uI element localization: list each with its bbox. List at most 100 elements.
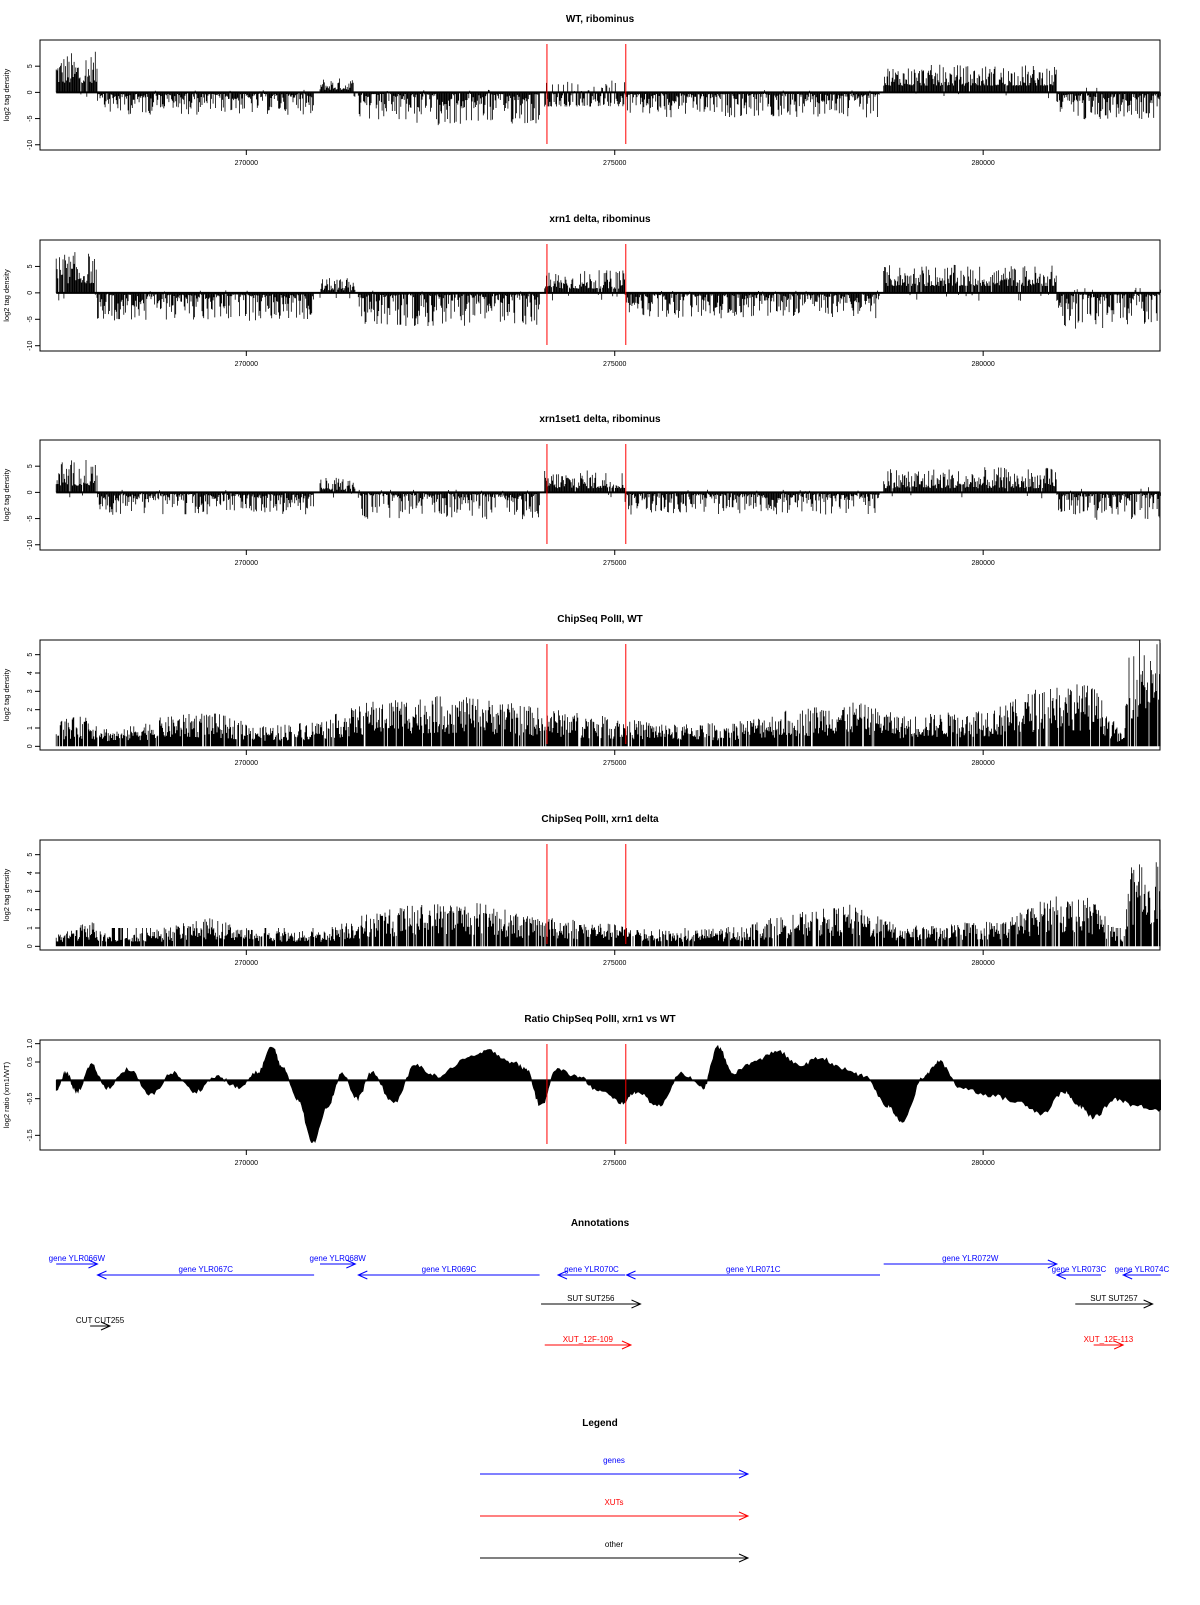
y-axis: 0 1 2 3 4 5 log2 tag density	[2, 853, 40, 948]
data-segment-6	[624, 489, 880, 515]
signal-bars	[319, 278, 356, 299]
y-tick-label: 2	[27, 908, 34, 912]
legend-panel: Legend genes XUTs other	[480, 1418, 750, 1563]
annotation-1: gene YLR066W	[49, 1254, 105, 1269]
data-marks	[55, 252, 1161, 329]
y-tick-label: -5	[27, 316, 34, 322]
signal-bars	[544, 470, 625, 498]
data-segment-1	[55, 51, 98, 97]
panel-2: xrn1 delta, ribominus -10 -5 0 5 log2 tag den…	[2, 214, 1161, 368]
signal-bars	[544, 270, 625, 301]
y-tick-label: -10	[27, 341, 34, 351]
signal-bars	[357, 489, 540, 520]
annotation-5: gene YLR070C	[556, 1265, 626, 1280]
data-segment-6	[624, 290, 880, 319]
legend-title: Legend	[582, 1418, 618, 1429]
panel-5: ChipSeq PolII, xrn1 delta 0 1 2 3 4 5 log2 tag …	[2, 814, 1161, 967]
data-segment-6	[624, 90, 880, 118]
y-tick-label: 1	[27, 726, 34, 730]
arrow-head	[1113, 1340, 1125, 1350]
x-tick-label: 270000	[235, 560, 258, 567]
panel-title: xrn1 delta, ribominus	[549, 214, 651, 225]
signal-bars	[1056, 287, 1161, 329]
data-segment-2	[97, 89, 314, 115]
y-tick-label: 0	[27, 744, 34, 748]
y-axis: -10 -5 0 5 log2 tag density	[2, 64, 40, 150]
y-tick-label: -10	[27, 140, 34, 150]
legend-entry-genes: genes	[480, 1456, 750, 1479]
x-tick-label: 280000	[971, 361, 994, 368]
signal-bars	[55, 640, 1161, 747]
data-segment-8	[1056, 87, 1161, 120]
annotation-8: gene YLR073C	[1052, 1265, 1107, 1280]
data-segment-7	[883, 467, 1057, 499]
y-axis: -10 -5 0 5 log2 tag density	[2, 464, 40, 550]
y-tick-label: 3	[27, 689, 34, 693]
y-axis-label: log2 tag density	[2, 68, 11, 121]
signal-bars	[55, 460, 98, 498]
arrow-head	[1055, 1270, 1067, 1280]
x-tick-label: 275000	[603, 361, 626, 368]
panel-4: ChipSeq PolII, WT 0 1 2 3 4 5 log2 tag density 2…	[2, 614, 1161, 767]
signal-bars	[55, 862, 1161, 947]
legend-label: other	[605, 1540, 624, 1549]
y-tick-label: -0.5	[27, 1093, 34, 1105]
y-axis-label: log2 tag density	[2, 468, 11, 521]
x-tick-label: 270000	[235, 361, 258, 368]
x-tick-label: 270000	[235, 760, 258, 767]
data-segment-2	[97, 290, 314, 321]
signal-bars	[319, 477, 356, 498]
panel-title: ChipSeq PolII, WT	[557, 614, 643, 625]
annotation-label: gene YLR073C	[1052, 1265, 1107, 1274]
ratio-area	[55, 1044, 1161, 1144]
arrow-head	[631, 1299, 642, 1309]
x-tick-label: 275000	[603, 960, 626, 967]
annotation-4: gene YLR069C	[357, 1265, 540, 1280]
signal-bars	[357, 89, 540, 126]
signal-bars	[55, 51, 98, 97]
plot-frame	[39, 839, 1161, 951]
x-tick-label: 280000	[971, 560, 994, 567]
plot-frame	[39, 239, 1161, 352]
panel-title: ChipSeq PolII, xrn1 delta	[541, 814, 659, 825]
signal-bars	[883, 64, 1057, 99]
annotation-label: SUT SUT256	[567, 1294, 615, 1303]
x-tick-label: 280000	[971, 760, 994, 767]
panel-title: Ratio ChipSeq PolII, xrn1 vs WT	[524, 1014, 675, 1025]
signal-bars	[544, 80, 625, 107]
data-segment-3	[319, 78, 356, 97]
annotation-2: gene YLR067C	[96, 1265, 315, 1280]
data-segment-5	[544, 80, 625, 107]
annotation-14: XUT_12F-113	[1084, 1335, 1134, 1350]
x-tick-label: 275000	[603, 1160, 626, 1167]
arrow-head	[625, 1270, 636, 1280]
data-marks	[55, 51, 1161, 126]
x-axis: 270000 275000 280000	[235, 1150, 995, 1167]
y-tick-label: 0.5	[27, 1057, 34, 1067]
signal-bars	[97, 89, 314, 115]
signal-bars	[319, 78, 356, 97]
y-tick-label: 3	[27, 889, 34, 893]
panel-3: xrn1set1 delta, ribominus -10 -5 0 5 log2 tag…	[2, 414, 1161, 567]
arrow-head	[621, 1340, 633, 1350]
y-tick-label: 5	[27, 653, 34, 657]
annotation-label: gene YLR069C	[422, 1265, 477, 1274]
signal-bars	[624, 489, 880, 515]
data-marks	[55, 640, 1161, 747]
x-tick-label: 270000	[235, 960, 258, 967]
y-axis: -10 -5 0 5 log2 tag density	[2, 264, 40, 351]
x-tick-label: 275000	[603, 160, 626, 167]
arrow-head	[556, 1270, 568, 1280]
x-tick-label: 280000	[971, 1160, 994, 1167]
data-segment-4	[357, 89, 540, 126]
arrow-head	[88, 1259, 99, 1269]
y-tick-label: 1.0	[27, 1039, 34, 1049]
annotation-6: gene YLR071C	[625, 1265, 880, 1280]
x-axis: 270000 275000 280000	[235, 950, 995, 967]
arrow-head	[357, 1270, 368, 1280]
y-tick-label: -10	[27, 540, 34, 550]
data-marks	[55, 460, 1161, 520]
x-tick-label: 275000	[603, 560, 626, 567]
y-tick-label: -5	[27, 115, 34, 121]
